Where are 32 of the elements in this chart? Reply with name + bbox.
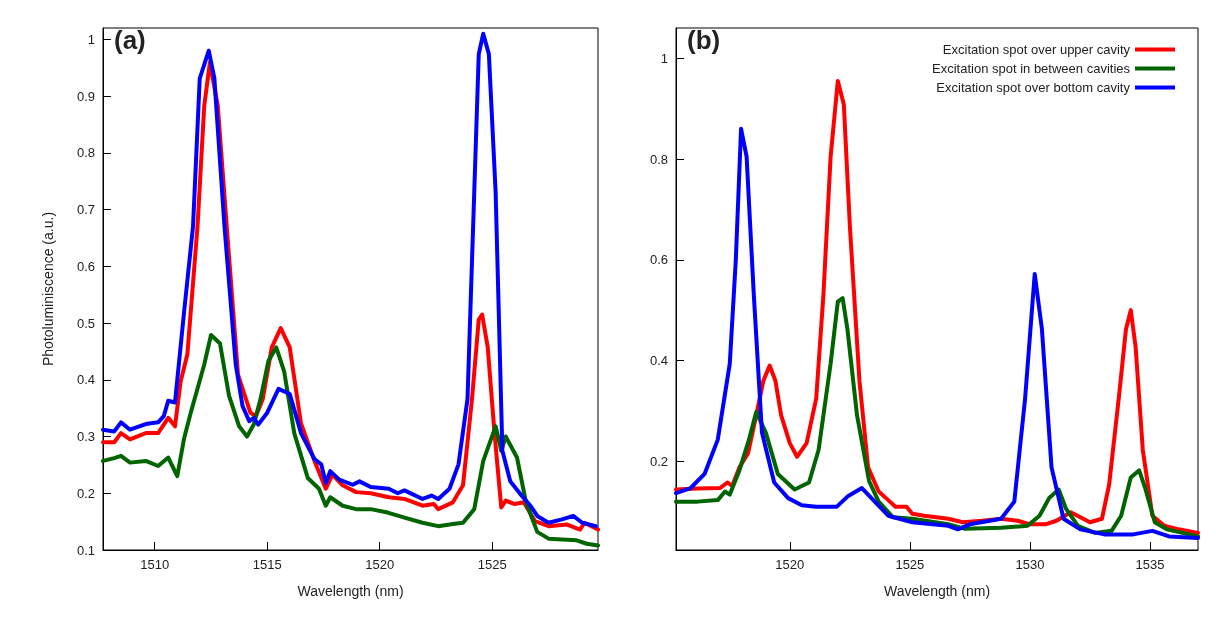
- y-axis-title: Photoluminiscence (a.u.): [40, 211, 56, 367]
- legend-label: Excitation spot over bottom cavity: [936, 80, 1131, 95]
- chart-title: (a): [114, 25, 146, 55]
- legend-label: Excitation spot over upper cavity: [942, 42, 1131, 57]
- x-tick-label: 1510: [140, 557, 170, 572]
- x-tick-label: 1530: [1015, 557, 1045, 572]
- y-tick-label: 0.4: [76, 372, 95, 388]
- y-tick-label: 0.1: [76, 542, 95, 558]
- y-tick-label: 0.6: [76, 258, 95, 274]
- x-tick-label: 1525: [895, 557, 925, 572]
- x-tick-label: 1520: [365, 557, 395, 572]
- y-tick-label: 0.2: [76, 485, 95, 501]
- y-tick-label: 0.2: [649, 453, 668, 469]
- y-tick-label: 0.9: [76, 88, 95, 104]
- legend-label: Excitation spot in between cavities: [932, 61, 1131, 76]
- x-tick-label: 1535: [1135, 557, 1165, 572]
- y-tick-label: 0.8: [76, 145, 95, 161]
- x-tick-label: 1525: [477, 557, 507, 572]
- x-tick-label: 1515: [252, 557, 282, 572]
- x-tick-label: 1520: [775, 557, 805, 572]
- y-tick-label: 1: [660, 50, 668, 66]
- y-tick-label: 1: [87, 31, 95, 47]
- y-tick-label: 0.4: [649, 353, 668, 369]
- y-tick-label: 0.7: [76, 202, 95, 218]
- line-series: [674, 296, 1200, 539]
- y-tick-label: 0.5: [76, 315, 95, 331]
- x-axis-title: Wavelength (nm): [297, 583, 404, 599]
- y-tick-label: 0.6: [649, 252, 668, 268]
- chart-title: (b): [687, 25, 721, 55]
- y-tick-label: 0.8: [649, 151, 668, 167]
- y-tick-label: 0.3: [76, 429, 95, 445]
- x-axis-title: Wavelength (nm): [883, 583, 991, 599]
